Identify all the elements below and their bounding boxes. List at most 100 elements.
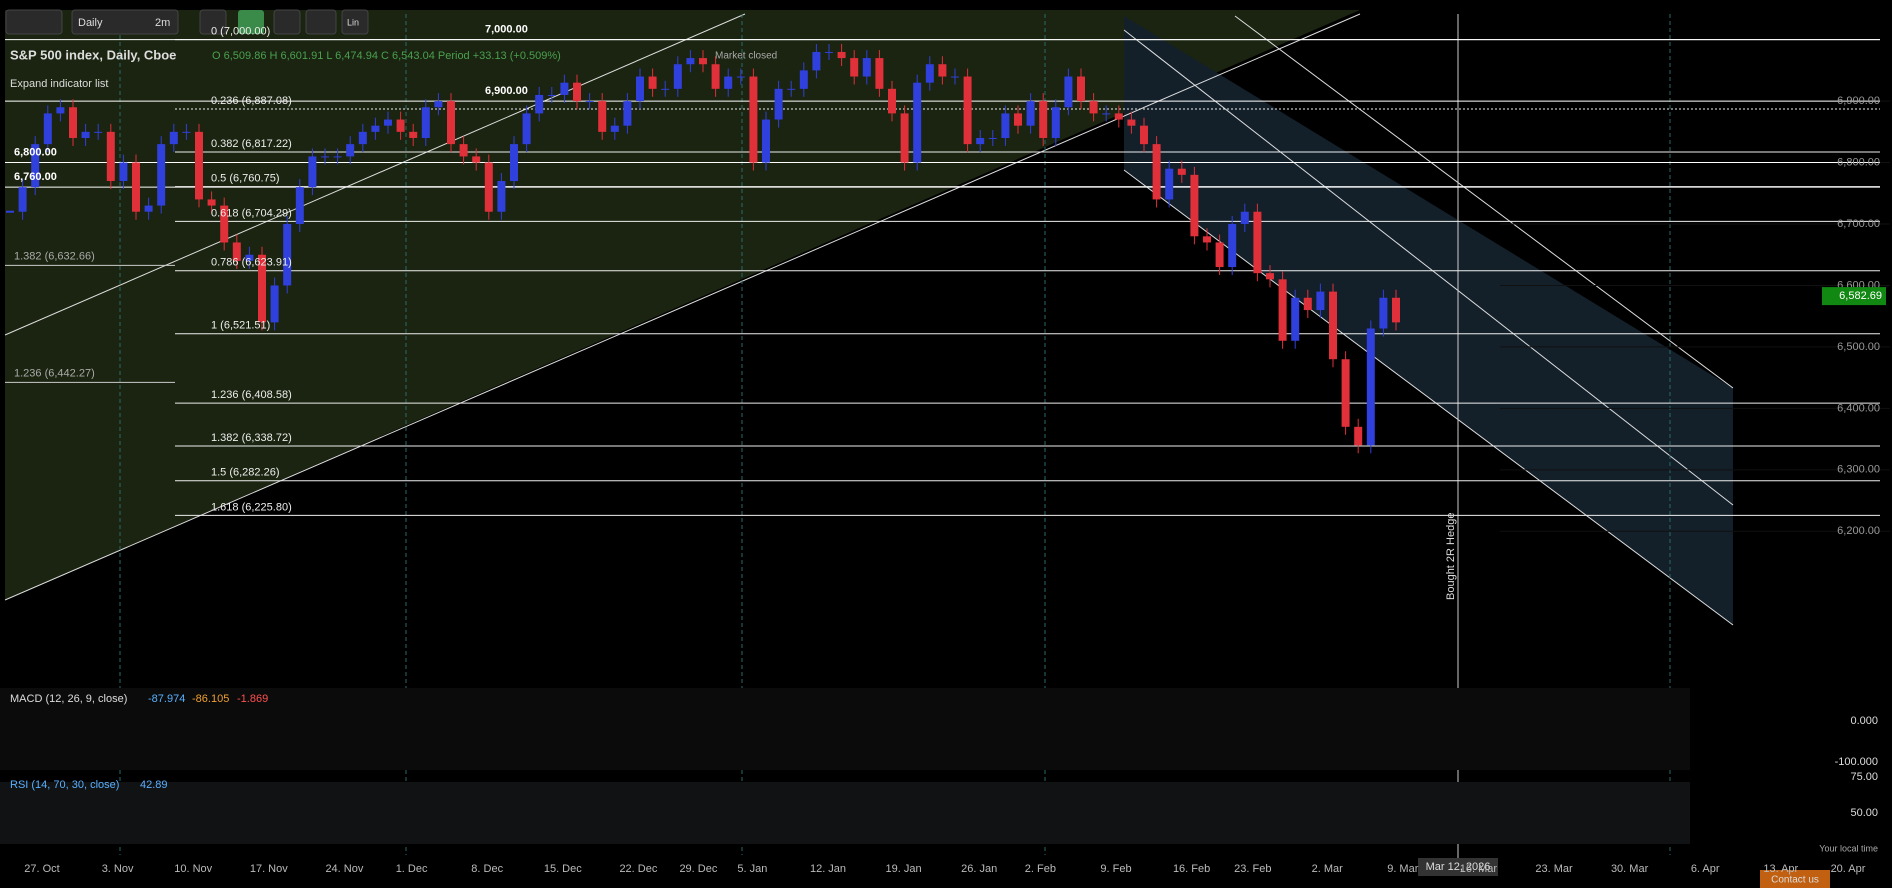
candle <box>1127 119 1136 126</box>
fib-label: 0.618 (6,704.29) <box>211 207 292 219</box>
candle <box>837 51 846 59</box>
x-tick-label: 19. Jan <box>886 863 922 875</box>
candle <box>459 144 468 157</box>
candles <box>6 43 1400 454</box>
candle <box>283 224 292 286</box>
candle <box>1001 113 1010 138</box>
candle <box>963 76 972 145</box>
range[interactable]: 2m <box>155 17 170 29</box>
candle <box>472 156 481 163</box>
x-tick-label: 16. Feb <box>1173 863 1210 875</box>
candle <box>774 88 783 120</box>
candle <box>711 64 720 89</box>
macd-hist: -1.869 <box>237 693 268 705</box>
interval[interactable]: Daily <box>78 17 103 29</box>
candle <box>510 144 518 181</box>
candle <box>270 285 279 323</box>
candle <box>1228 224 1237 268</box>
toolbar: Daily 2m Lin <box>5 9 369 35</box>
candle <box>1089 101 1098 114</box>
candle <box>409 131 418 138</box>
candle <box>875 58 884 89</box>
indicator-button[interactable] <box>238 10 264 34</box>
candle <box>825 51 833 53</box>
x-tick-label: 2. Feb <box>1025 863 1056 875</box>
x-tick-label: 3. Nov <box>102 863 134 875</box>
rsi-panel <box>0 782 1690 844</box>
candle <box>598 101 607 132</box>
expand-indicators[interactable]: Expand indicator list <box>10 78 108 90</box>
round-label: 6,900.00 <box>485 85 528 97</box>
y-tick-label: 6,800.00 <box>1837 156 1880 168</box>
crosshair-tag <box>1418 858 1498 876</box>
scale[interactable]: Lin <box>347 17 359 27</box>
channel-fill <box>5 10 1360 600</box>
candle <box>1354 426 1363 446</box>
settings-button[interactable] <box>199 9 227 35</box>
candle <box>585 101 594 103</box>
round-label: 6,760.00 <box>14 171 57 183</box>
candle <box>1064 76 1073 108</box>
y-tick-label: 6,300.00 <box>1837 464 1880 476</box>
candle <box>1077 76 1085 102</box>
local-time: Your local time <box>1819 843 1878 853</box>
candle <box>951 76 959 78</box>
candle <box>547 94 556 96</box>
candle <box>699 58 707 65</box>
candle <box>913 82 922 163</box>
symbol: S&P 500 index, Daily, Cboe <box>10 47 176 62</box>
candle <box>497 180 506 212</box>
candle <box>1140 125 1148 145</box>
contact[interactable]: Contact us <box>1771 875 1819 886</box>
interval-select[interactable] <box>71 9 179 35</box>
candle <box>384 119 392 126</box>
candle <box>119 162 128 181</box>
candle <box>762 119 770 163</box>
candle <box>636 76 644 102</box>
candle <box>1165 168 1174 200</box>
x-tick-label: 5. Jan <box>737 863 767 875</box>
scale-button[interactable] <box>341 9 369 35</box>
x-tick-label: 9. Feb <box>1100 863 1131 875</box>
candle <box>1190 174 1199 237</box>
crosshair-button[interactable] <box>305 9 337 35</box>
candle <box>1014 113 1022 126</box>
candle <box>69 107 77 138</box>
candle <box>321 156 329 158</box>
candle <box>1177 168 1186 175</box>
candle <box>447 101 455 145</box>
macd-tick: -100.000 <box>1835 756 1878 768</box>
level-label: 1.382 (6,632.66) <box>14 250 95 262</box>
x-tick-label: 6. Apr <box>1691 863 1720 875</box>
fib-label: 0.786 (6,623.91) <box>211 257 292 269</box>
candle <box>938 64 947 77</box>
price-tag <box>1822 287 1886 306</box>
candle <box>1253 211 1262 274</box>
candle <box>1278 279 1287 341</box>
macd-value: -87.974 <box>148 693 185 705</box>
candle <box>295 187 304 225</box>
rsi-label: RSI (14, 70, 30, close) <box>10 779 119 791</box>
candle <box>207 199 216 206</box>
candle <box>358 131 367 145</box>
candle <box>573 82 581 102</box>
candle <box>1203 236 1211 243</box>
chart-type-button[interactable] <box>5 9 63 35</box>
contact-button[interactable] <box>1760 870 1830 888</box>
fib-label: 1 (6,521.51) <box>211 320 270 332</box>
candle <box>724 76 733 89</box>
level-label: 1.236 (6,442.27) <box>14 367 95 379</box>
candle <box>1102 113 1111 115</box>
y-tick-label: 6,700.00 <box>1837 218 1880 230</box>
x-tick-label: 29. Dec <box>679 863 717 875</box>
candle <box>1341 359 1350 427</box>
x-tick-label: 23. Feb <box>1234 863 1271 875</box>
macd-panel <box>0 688 1690 770</box>
candle <box>535 94 544 114</box>
candle <box>787 88 796 90</box>
time-button[interactable] <box>273 9 301 35</box>
candle <box>1392 297 1400 323</box>
macd-label: MACD (12, 26, 9, close) <box>10 693 127 705</box>
fib-label: 1.5 (6,282.26) <box>211 467 280 479</box>
